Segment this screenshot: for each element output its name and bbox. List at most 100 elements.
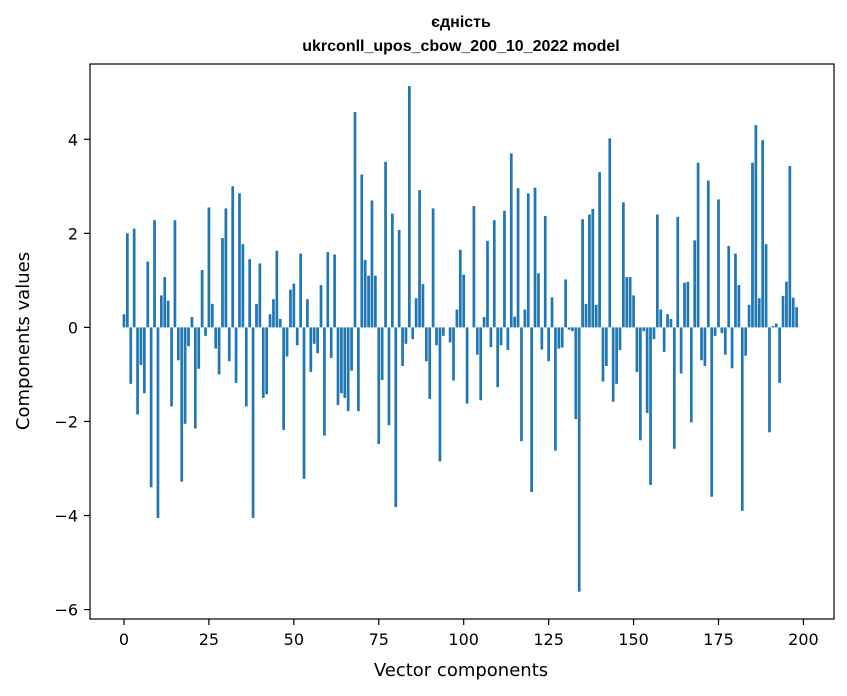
bar	[703, 327, 707, 366]
bar	[652, 327, 656, 340]
bar	[374, 275, 377, 328]
bar	[591, 208, 595, 328]
bar	[441, 327, 445, 336]
bar	[795, 307, 798, 328]
bar	[268, 314, 272, 328]
bar	[506, 327, 510, 350]
bar	[781, 295, 785, 328]
bar	[679, 327, 683, 374]
bar	[180, 327, 184, 482]
y-tick-label: 2	[68, 224, 78, 243]
bar	[244, 327, 248, 407]
bar	[530, 327, 533, 493]
y-tick-label: −6	[54, 601, 78, 620]
x-tick-label: 0	[119, 630, 129, 649]
bar	[207, 207, 211, 328]
x-tick-label: 200	[788, 630, 819, 649]
bar	[143, 327, 146, 394]
plot-frame	[89, 63, 835, 620]
bar	[370, 200, 374, 328]
bar	[564, 279, 567, 328]
bar	[489, 327, 493, 348]
chart-title: єдність	[431, 14, 491, 31]
bar	[377, 327, 381, 445]
bar	[774, 323, 778, 328]
bar	[435, 327, 438, 346]
bar	[278, 318, 282, 328]
y-tick-label: −4	[54, 507, 78, 526]
bar	[611, 327, 615, 402]
bar	[778, 327, 781, 383]
bar	[258, 263, 262, 328]
bar	[306, 299, 309, 328]
bar	[282, 327, 285, 430]
bar	[618, 327, 622, 350]
bar	[122, 314, 126, 328]
x-tick-label: 150	[618, 630, 649, 649]
bar	[455, 309, 459, 328]
bar	[635, 327, 639, 373]
bar	[350, 327, 353, 371]
x-axis-label: Vector components	[374, 660, 548, 681]
bar	[380, 327, 384, 381]
bar	[710, 327, 714, 497]
bar	[452, 327, 455, 381]
bar	[666, 314, 669, 328]
bar	[723, 327, 727, 355]
bar	[149, 327, 153, 488]
bar	[523, 309, 527, 328]
bar	[302, 327, 306, 479]
bar	[261, 327, 265, 398]
bar	[472, 206, 476, 328]
bar	[720, 327, 724, 334]
bar	[662, 327, 666, 352]
bar	[183, 327, 187, 424]
bar	[404, 327, 408, 344]
bar	[550, 297, 554, 328]
bar	[323, 327, 326, 436]
bar	[700, 327, 703, 361]
x-tick-label: 75	[369, 630, 389, 649]
bar	[285, 327, 289, 357]
bar	[571, 327, 574, 332]
bar	[411, 327, 415, 340]
x-tick-label: 50	[284, 630, 304, 649]
bar	[448, 327, 452, 343]
x-tick-label: 100	[448, 630, 479, 649]
bar	[289, 289, 292, 328]
bar	[387, 327, 391, 426]
bar	[200, 270, 204, 328]
bar	[210, 303, 214, 328]
bar	[401, 327, 404, 366]
bar	[659, 309, 663, 328]
bar	[173, 220, 177, 328]
bar	[734, 253, 737, 328]
bar	[234, 327, 238, 383]
bar	[272, 299, 275, 328]
x-tick-label: 125	[533, 630, 564, 649]
bar	[768, 327, 771, 433]
bar	[655, 214, 659, 328]
bar	[645, 327, 649, 413]
x-tick-label: 25	[199, 630, 219, 649]
bar	[309, 327, 313, 373]
bar	[170, 327, 173, 407]
bar	[598, 172, 601, 328]
bar	[482, 317, 486, 328]
y-axis-label: Components values	[13, 252, 34, 430]
bar	[669, 318, 673, 328]
bar	[757, 298, 761, 328]
bar	[492, 220, 496, 328]
bar	[526, 193, 530, 328]
bar	[418, 190, 421, 328]
bar	[329, 327, 333, 358]
bar	[577, 327, 581, 592]
bar	[217, 327, 221, 375]
bar	[557, 327, 561, 349]
bar	[737, 285, 741, 328]
bars-group	[122, 86, 798, 592]
bar	[676, 216, 680, 328]
bar	[146, 261, 150, 328]
bar	[462, 274, 466, 328]
